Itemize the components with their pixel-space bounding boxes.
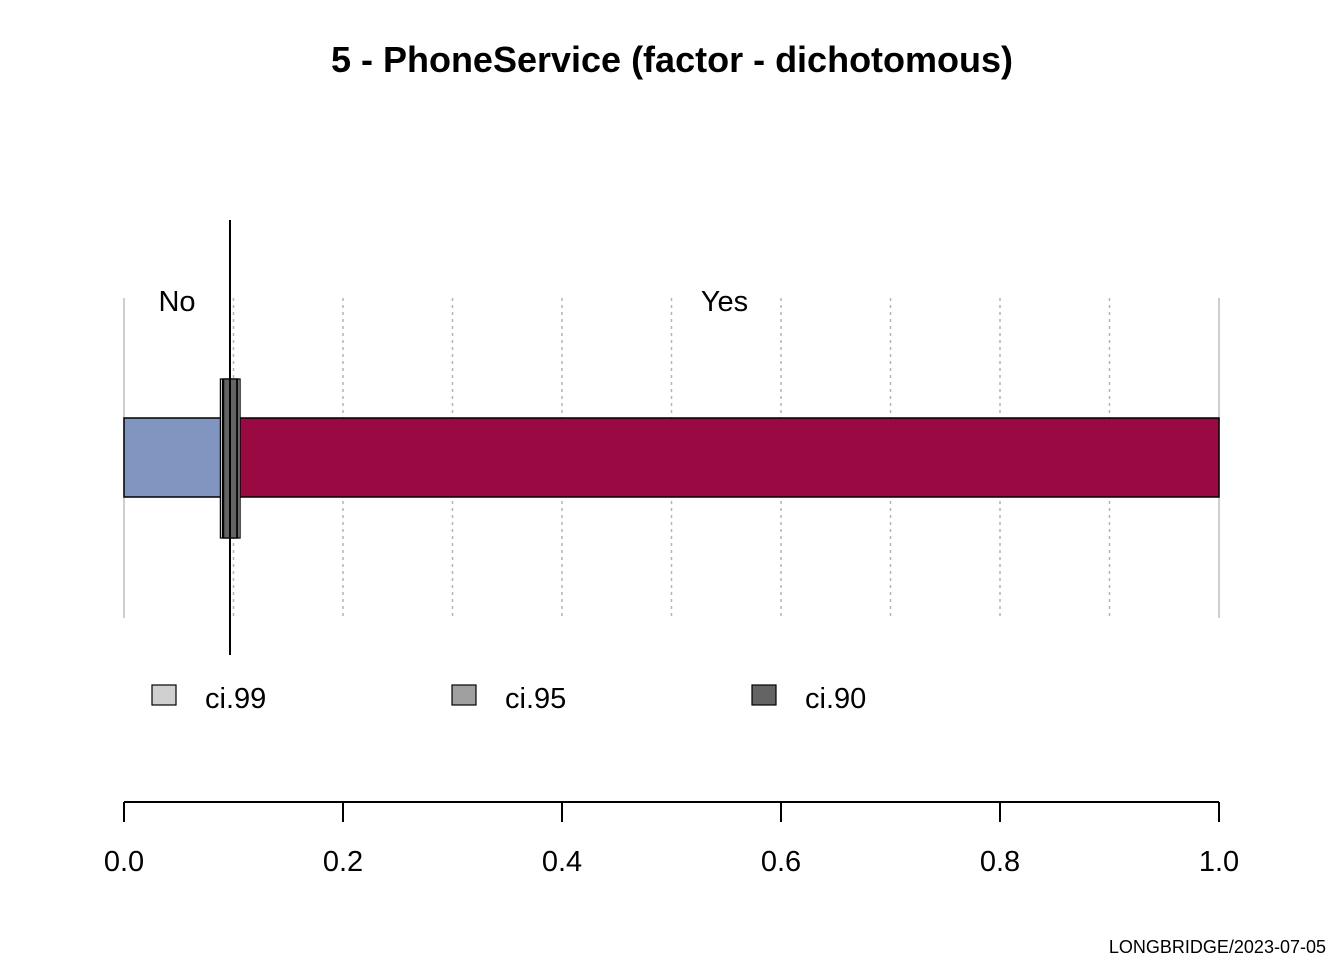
- x-tick-label: 0.6: [761, 846, 801, 878]
- category-label-yes: Yes: [701, 286, 748, 318]
- footer-text: LONGBRIDGE/2023-07-05: [1109, 937, 1326, 957]
- x-tick-label: 0.4: [542, 846, 582, 878]
- bar-no: [123, 417, 231, 498]
- x-tick-label: 0.2: [323, 846, 363, 878]
- legend-label-ci90: ci.90: [805, 683, 866, 715]
- chart-title: 5 - PhoneService (factor - dichotomous): [331, 39, 1013, 80]
- legend-swatch-ci99: [151, 684, 177, 706]
- legend-label-ci95: ci.95: [505, 683, 566, 715]
- legend-label-ci99: ci.99: [205, 683, 266, 715]
- category-label-no: No: [158, 286, 195, 318]
- x-tick-label: 0.0: [104, 846, 144, 878]
- legend: ci.99 ci.95 ci.90: [151, 683, 866, 715]
- legend-swatch-ci95: [451, 684, 477, 706]
- bar-yes: [229, 417, 1220, 498]
- legend-swatch-ci90: [751, 684, 777, 706]
- x-axis: 0.0 0.2 0.4 0.6 0.8 1.0: [104, 801, 1239, 878]
- bars: [123, 417, 1220, 498]
- category-labels: No Yes: [158, 286, 748, 318]
- x-tick-label: 0.8: [980, 846, 1020, 878]
- x-tick-label: 1.0: [1199, 846, 1239, 878]
